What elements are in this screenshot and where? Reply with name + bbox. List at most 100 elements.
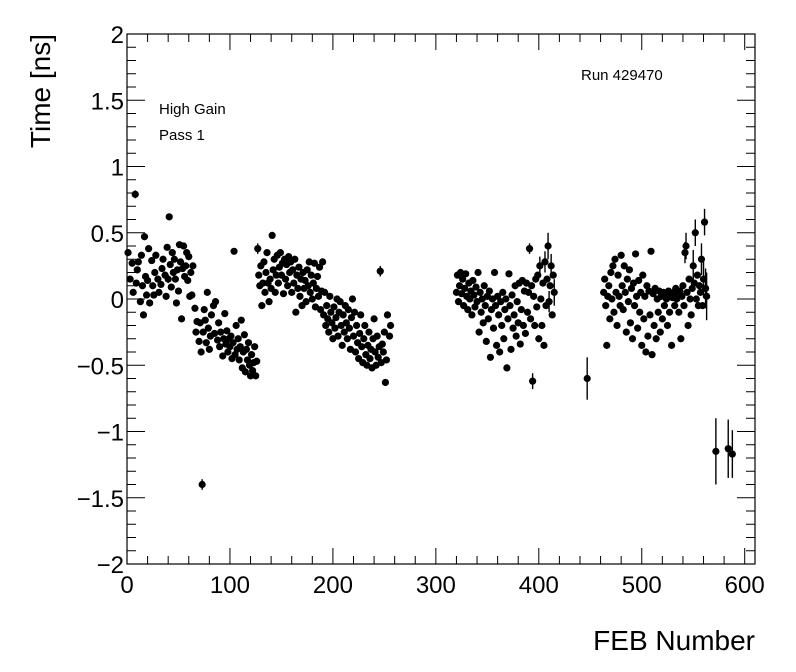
data-point [310,259,318,267]
data-point [177,315,186,323]
data-point [481,302,489,310]
data-point [631,250,640,258]
data-point [524,288,533,296]
data-point [628,335,637,343]
data-point [334,332,342,340]
data-point [255,271,263,279]
y-tick-label: −1.5 [77,486,124,513]
data-point [665,308,674,316]
y-axis-label: Time [ns] [25,34,56,148]
data-point [140,233,149,241]
data-point [164,275,172,283]
data-point [145,245,153,253]
data-point [630,302,639,310]
data-point [652,335,660,343]
data-point [319,258,327,266]
data-point [505,270,513,278]
x-tick-label: 500 [622,572,662,599]
data-point [671,302,679,310]
data-point [309,279,317,287]
data-point [230,247,238,255]
data-point [485,287,493,295]
data-point [644,332,652,340]
data-point [608,295,616,303]
data-point [647,247,655,255]
data-point [500,335,508,343]
data-point [210,329,219,338]
y-tick-label: −0.5 [77,353,124,380]
data-point [540,341,548,349]
data-point [134,258,142,266]
data-point [316,306,325,314]
data-point [185,253,193,261]
x-tick-label: 300 [416,572,456,599]
data-point [168,249,176,257]
data-point [509,324,517,332]
data-point [174,287,183,295]
data-point [374,353,382,361]
data-point [527,282,536,290]
data-point [213,336,222,344]
x-tick-label: 0 [120,572,133,599]
data-point [281,275,290,283]
data-point [198,480,206,489]
data-point [482,337,490,345]
data-point [204,324,212,332]
data-point [476,288,484,296]
data-point [619,306,627,314]
data-point [133,266,141,274]
pass-annotation: Pass 1 [159,127,205,144]
data-point [550,288,558,296]
data-point [516,340,524,348]
data-point [381,378,390,387]
data-point [654,308,662,316]
data-point [454,298,463,306]
data-points [124,190,736,490]
data-point [176,258,185,266]
data-point [215,319,223,327]
data-point [480,282,488,290]
data-point [294,284,302,292]
data-point [290,279,298,287]
data-point [167,283,175,291]
data-point [254,245,262,253]
data-point [303,266,311,274]
data-point [496,348,504,356]
x-tick-label: 600 [725,572,765,599]
data-point [521,329,530,338]
data-point [205,345,213,353]
data-point [234,335,242,343]
data-point [235,356,243,364]
data-point [696,288,705,296]
data-point [344,306,352,314]
data-point [638,341,646,349]
data-point [386,321,395,330]
data-point [343,335,351,343]
data-point [648,351,656,359]
data-point [479,319,487,327]
data-point [155,288,163,296]
data-point [306,288,314,296]
data-point [545,298,553,306]
data-point [138,282,147,290]
data-point [366,355,374,363]
data-point [538,321,546,330]
data-point [526,315,535,323]
data-point [129,288,137,296]
data-point [151,268,159,277]
data-point [132,279,140,287]
data-point [698,302,707,310]
data-point [691,229,699,237]
data-point [272,271,280,279]
x-tick-label: 400 [519,572,559,599]
data-point [251,343,259,351]
data-point [640,315,648,323]
data-point [549,271,557,279]
data-point [195,337,203,345]
data-point [361,321,369,330]
data-point [519,321,527,330]
data-point [187,268,195,277]
data-point [216,343,224,351]
data-point [180,242,188,250]
data-point [323,302,331,310]
